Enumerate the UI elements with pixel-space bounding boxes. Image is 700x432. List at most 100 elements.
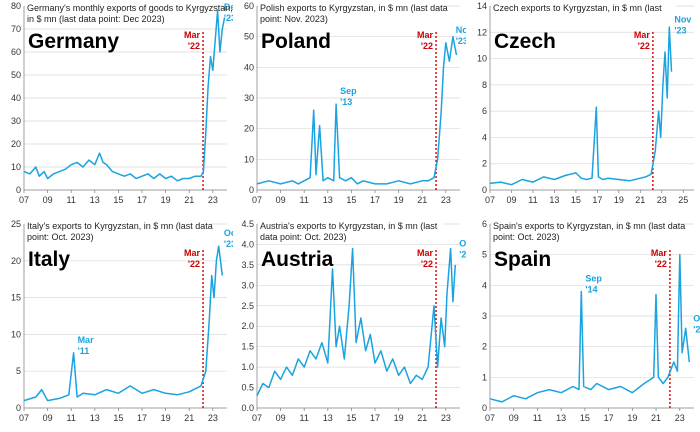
x-tick-label: 15	[113, 413, 123, 423]
y-tick-label: 10	[11, 162, 21, 172]
y-tick-label: 20	[11, 256, 21, 266]
x-tick-label: 23	[675, 413, 685, 423]
x-tick-label: 25	[678, 195, 688, 205]
x-tick-label: 07	[252, 195, 262, 205]
title-background	[258, 220, 443, 244]
y-tick-label: 2	[482, 159, 487, 169]
x-tick-label: 15	[571, 195, 581, 205]
y-tick-label: 4	[482, 132, 487, 142]
y-tick-label: 8	[482, 80, 487, 90]
chart-title: point: Oct. 2023)	[493, 232, 560, 242]
x-tick-label: 21	[417, 195, 427, 205]
annotation-label: Nov	[674, 14, 691, 24]
chart-title: Germany's monthly exports of goods to Ky…	[27, 3, 233, 13]
y-tick-label: 0.5	[241, 383, 254, 393]
y-tick-label: 6	[482, 219, 487, 229]
title-background	[491, 220, 676, 244]
y-tick-label: 80	[11, 1, 21, 11]
chart-title: Spain's exports to Kyrgyzstan, in $ mn (…	[493, 221, 685, 231]
y-tick-label: 60	[11, 47, 21, 57]
x-tick-label: 09	[276, 195, 286, 205]
y-tick-label: 4.5	[241, 219, 254, 229]
x-tick-label: 17	[370, 413, 380, 423]
country-label: Poland	[261, 30, 331, 53]
x-tick-label: 21	[635, 195, 645, 205]
x-tick-label: 17	[137, 413, 147, 423]
x-tick-label: 07	[485, 413, 495, 423]
x-tick-label: 13	[90, 413, 100, 423]
annotation-label: '23	[456, 36, 466, 46]
chart-panel-2: 0 10 20 30 40 50 60 07 09 11 13 15 17 19 21 23 Mar'22 Sep…	[244, 1, 466, 205]
x-tick-label: 17	[137, 195, 147, 205]
annotation-label: '14	[585, 284, 597, 294]
x-tick-label: 21	[184, 195, 194, 205]
y-tick-label: 70	[11, 24, 21, 34]
series-line	[256, 247, 457, 397]
x-tick-label: 13	[556, 413, 566, 423]
x-tick-label: 19	[614, 195, 624, 205]
title-background	[25, 2, 210, 26]
y-tick-label: 25	[11, 219, 21, 229]
y-tick-label: 4	[482, 280, 487, 290]
y-tick-label: 10	[244, 154, 254, 164]
series-line	[23, 9, 226, 182]
x-tick-label: 17	[370, 195, 380, 205]
invasion-marker-label: Mar	[651, 248, 668, 258]
invasion-marker-label: '22	[421, 259, 433, 269]
y-tick-label: 0	[16, 403, 21, 413]
x-tick-label: 23	[657, 195, 667, 205]
invasion-marker-label: '22	[655, 259, 667, 269]
y-tick-label: 2.5	[241, 301, 254, 311]
x-tick-label: 11	[67, 413, 76, 423]
annotation-label: '23	[459, 250, 466, 260]
country-label: Italy	[28, 248, 70, 271]
y-tick-label: 60	[244, 1, 254, 11]
invasion-marker-label: '22	[638, 41, 650, 51]
y-tick-label: 3	[482, 311, 487, 321]
chart-title: Italy's exports to Kyrgyzstan, in $ mn (…	[27, 221, 213, 231]
y-tick-label: 50	[244, 32, 254, 42]
annotation-label: Mar	[78, 335, 95, 345]
x-tick-label: 15	[346, 195, 356, 205]
chart-panel-5: 0.0 0.5 1.0 1.5 2.0 2.5 3.0 3.5 4.0 4.5 07 09 11 13 15…	[241, 219, 466, 423]
chart-title: Polish exports to Kyrgyzstan, in $ mn (l…	[260, 3, 448, 13]
title-background	[491, 2, 676, 15]
x-tick-label: 21	[651, 413, 661, 423]
y-tick-label: 2.0	[241, 321, 254, 331]
x-tick-label: 23	[441, 413, 451, 423]
y-tick-label: 30	[11, 116, 21, 126]
x-tick-label: 09	[276, 413, 286, 423]
invasion-marker-label: Mar	[417, 30, 434, 40]
y-tick-label: 20	[244, 124, 254, 134]
y-tick-label: 0	[249, 185, 254, 195]
x-tick-label: 07	[19, 195, 29, 205]
x-tick-label: 19	[394, 195, 404, 205]
x-tick-label: 13	[323, 413, 333, 423]
y-tick-label: 0.0	[241, 403, 254, 413]
series-line	[489, 26, 673, 186]
annotation-label: '23	[224, 13, 233, 23]
x-tick-label: 07	[252, 413, 262, 423]
annotation-label: '23	[224, 239, 233, 249]
x-tick-label: 19	[161, 413, 171, 423]
series-line	[23, 245, 224, 402]
invasion-marker-label: Mar	[184, 248, 201, 258]
country-label: Spain	[494, 248, 551, 271]
invasion-marker-label: '22	[421, 41, 433, 51]
annotation-label: Oct	[693, 313, 700, 323]
country-label: Czech	[494, 30, 556, 53]
x-tick-label: 11	[300, 195, 309, 205]
annotation-label: Dec	[224, 2, 233, 12]
y-tick-label: 0	[482, 403, 487, 413]
x-tick-label: 13	[549, 195, 559, 205]
x-tick-label: 15	[113, 195, 123, 205]
annotation-label: Nov	[456, 25, 466, 35]
y-tick-label: 4.0	[241, 239, 254, 249]
y-tick-label: 5	[16, 366, 21, 376]
x-tick-label: 11	[300, 413, 309, 423]
x-tick-label: 23	[208, 195, 218, 205]
x-tick-label: 19	[161, 195, 171, 205]
y-tick-label: 1.5	[241, 342, 254, 352]
y-tick-label: 10	[11, 329, 21, 339]
